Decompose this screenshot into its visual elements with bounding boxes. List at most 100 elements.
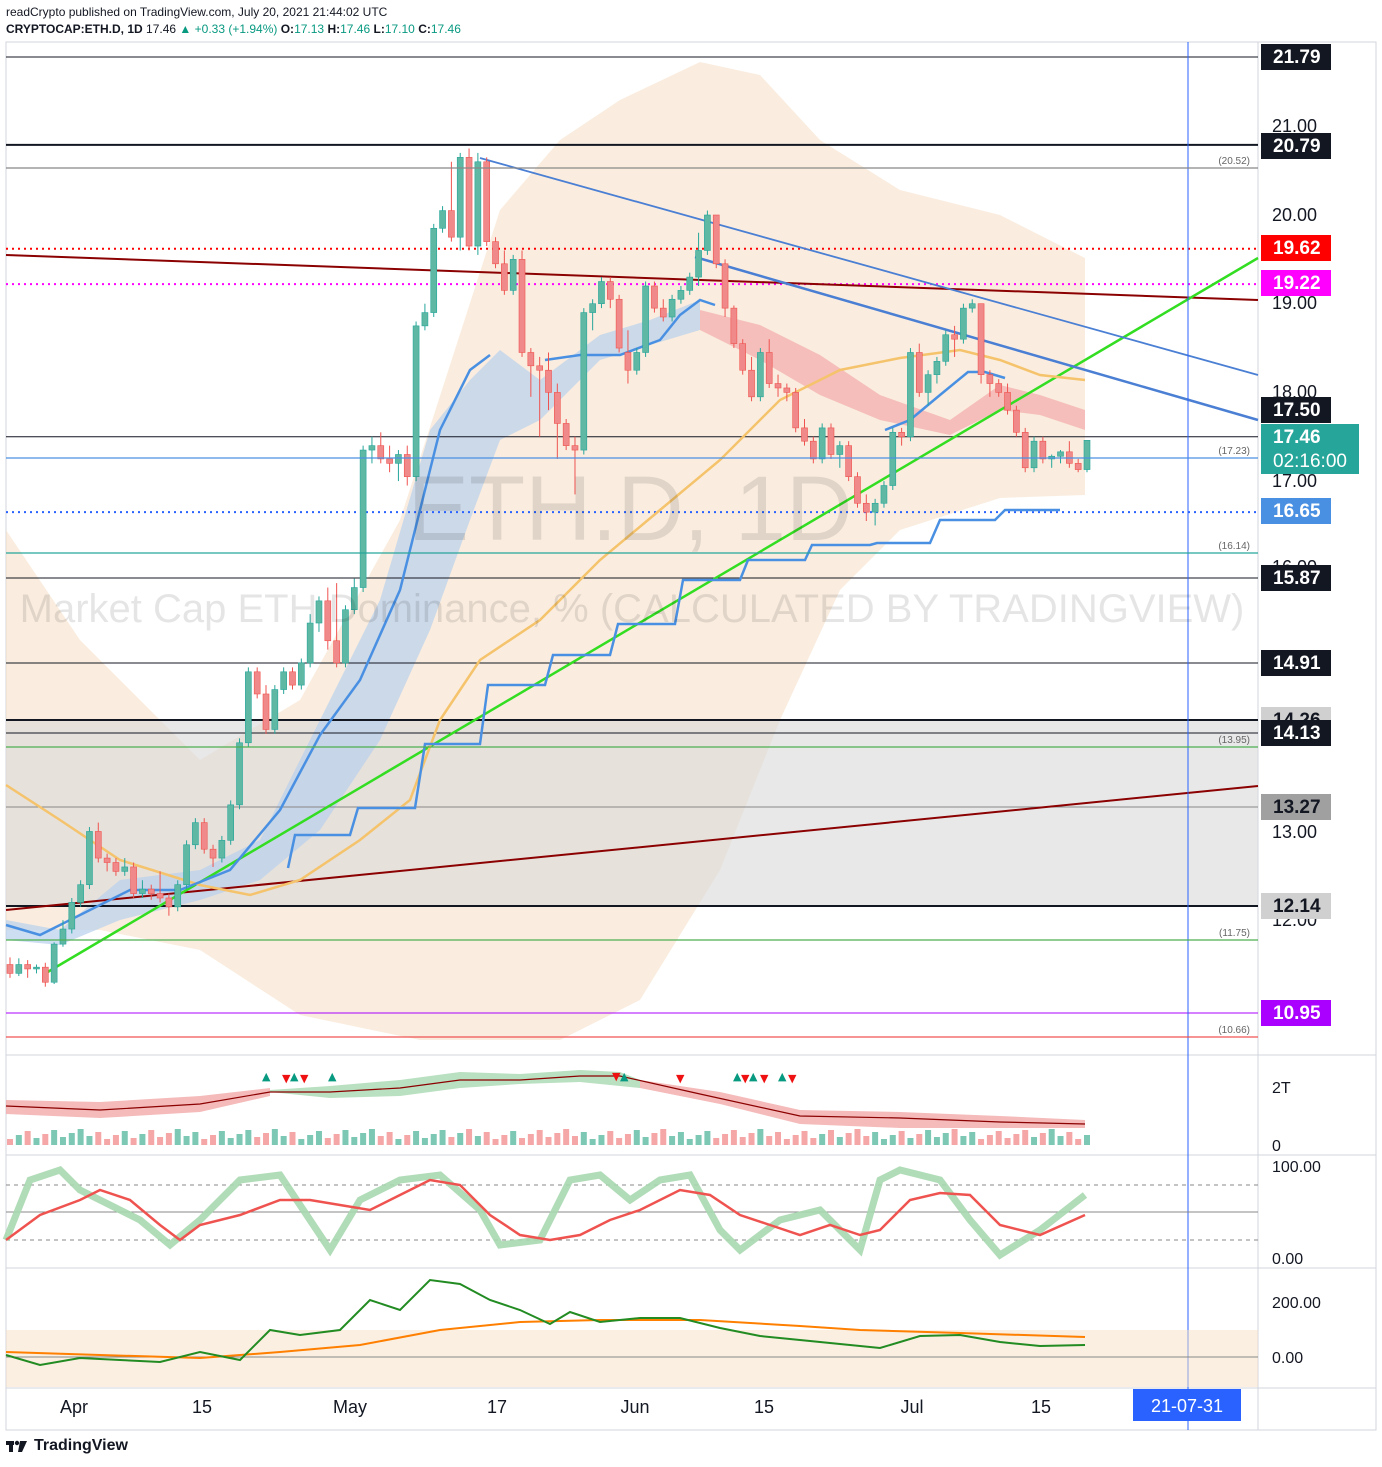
volume-bar	[986, 1135, 993, 1145]
volume-bar	[686, 1139, 693, 1145]
volume-bar	[616, 1138, 623, 1145]
candle	[439, 206, 446, 233]
volume-bar	[333, 1134, 340, 1145]
line-tags: (20.52) (17.23) (16.14) (13.95) (11.75) (10.6…	[6, 156, 1258, 1038]
volume-bar	[254, 1137, 261, 1145]
candle	[412, 321, 420, 482]
volume-bar	[677, 1132, 684, 1145]
price-label-17.50: 17.50	[1261, 397, 1331, 423]
candle	[227, 800, 234, 845]
price-label-14.91: 14.91	[1261, 650, 1331, 676]
volume-bar	[404, 1135, 411, 1145]
volume-bar	[24, 1131, 31, 1145]
volume-bar	[368, 1129, 375, 1145]
candlesticks	[6, 148, 1091, 987]
volume-bar	[51, 1130, 58, 1145]
volume-bar	[218, 1131, 225, 1145]
tradingview-brand: TradingView	[34, 1437, 128, 1454]
volume-bar	[86, 1136, 93, 1145]
volume-bar	[289, 1132, 296, 1145]
volume-bar	[827, 1130, 834, 1145]
volume-bar	[280, 1136, 287, 1145]
volume-bar	[580, 1132, 587, 1145]
candle	[933, 356, 941, 384]
volume-bar	[245, 1130, 252, 1145]
volume-bar	[757, 1129, 764, 1145]
candle	[130, 862, 137, 898]
candle	[677, 285, 685, 304]
volume-bar	[1013, 1134, 1020, 1145]
price-label-19.62: 19.62	[1261, 235, 1331, 261]
svg-text:13.27: 13.27	[1273, 797, 1321, 818]
volume-bar	[810, 1138, 817, 1145]
candle	[527, 348, 535, 397]
volume-bar	[148, 1130, 155, 1145]
volume-bar	[739, 1137, 746, 1145]
volume-bar	[1022, 1130, 1029, 1145]
candle	[668, 294, 676, 322]
svg-text:▲: ▲	[749, 1070, 758, 1083]
volume-bar	[801, 1131, 808, 1145]
candle	[24, 960, 31, 978]
candle	[968, 299, 976, 313]
candle	[642, 281, 649, 357]
volume-bar	[607, 1131, 614, 1145]
candle	[342, 605, 349, 668]
x-cursor-label: 21-07-31	[1151, 1396, 1223, 1416]
volume-bar	[854, 1129, 861, 1145]
candle	[1021, 427, 1029, 473]
volume-bar	[669, 1136, 676, 1145]
svg-text:▲: ▲	[778, 1070, 787, 1083]
publish-info: readCrypto published on TradingView.com,…	[6, 5, 388, 19]
x-tick-label: Jun	[620, 1397, 649, 1417]
candle	[748, 356, 755, 402]
candle	[306, 614, 314, 668]
candle	[545, 352, 552, 411]
candle	[174, 880, 182, 912]
volume-bar	[766, 1136, 773, 1145]
candle	[721, 259, 729, 318]
time-axis[interactable]: Apr 15 May 17 Jun 15 Jul 15	[60, 1397, 1051, 1417]
volume-bar	[112, 1135, 119, 1145]
candle	[403, 445, 411, 486]
price-label-17.46: 17.46 02:16:00	[1261, 424, 1359, 474]
time-cursor-label: 21-07-31	[1133, 1389, 1241, 1421]
candle	[121, 858, 129, 876]
price-label-16.65: 16.65	[1261, 498, 1331, 524]
volume-bar	[263, 1133, 270, 1145]
volume-bar	[898, 1131, 905, 1145]
low-value: 17.10	[384, 22, 415, 36]
volume-bar	[969, 1132, 976, 1145]
momentum-signal-line	[5, 1319, 1086, 1360]
candle	[456, 152, 464, 251]
volume-bar	[15, 1135, 22, 1145]
candle	[765, 339, 773, 388]
candle	[156, 871, 164, 903]
y-tick-label: 21.00	[1272, 116, 1317, 136]
volume-bar	[589, 1139, 596, 1145]
volume-bar	[536, 1130, 543, 1145]
volume-bar	[430, 1134, 437, 1145]
volume-bar	[324, 1138, 331, 1145]
price-label-12.14: 12.14	[1261, 893, 1331, 919]
volume-bar	[730, 1130, 737, 1145]
candle	[218, 835, 226, 863]
volume-bar	[571, 1136, 578, 1145]
volume-bar	[775, 1132, 782, 1145]
candle	[262, 685, 270, 734]
tradingview-footer: TradingView	[6, 1437, 128, 1455]
price-label-14.13: 14.13	[1261, 720, 1331, 746]
candle	[112, 858, 120, 876]
volume-bar	[466, 1129, 473, 1145]
volume-bar	[448, 1137, 455, 1145]
stoch-d-band	[2, 1165, 1088, 1260]
volume-bar	[836, 1137, 843, 1145]
line-tag-17.23: (17.23)	[1218, 446, 1250, 457]
candle	[995, 379, 1003, 397]
line-tag-16.14: (16.14)	[1218, 541, 1250, 552]
volume-bar	[527, 1134, 534, 1145]
x-tick-label: Jul	[900, 1397, 923, 1417]
volume-bar	[33, 1138, 40, 1145]
candle	[1074, 458, 1082, 473]
